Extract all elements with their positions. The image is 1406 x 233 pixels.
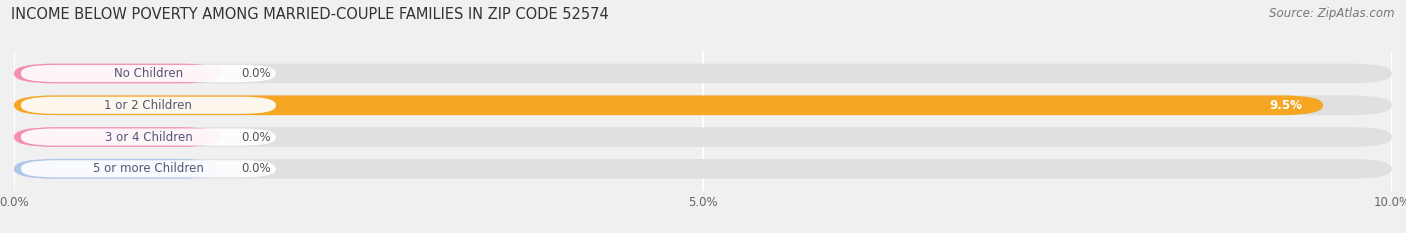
Text: Source: ZipAtlas.com: Source: ZipAtlas.com bbox=[1270, 7, 1395, 20]
FancyBboxPatch shape bbox=[14, 96, 1323, 115]
FancyBboxPatch shape bbox=[21, 65, 276, 82]
Text: 9.5%: 9.5% bbox=[1270, 99, 1302, 112]
FancyBboxPatch shape bbox=[21, 160, 276, 177]
FancyBboxPatch shape bbox=[14, 64, 1392, 83]
Text: 0.0%: 0.0% bbox=[242, 130, 271, 144]
Text: 5 or more Children: 5 or more Children bbox=[93, 162, 204, 175]
FancyBboxPatch shape bbox=[14, 127, 1392, 147]
FancyBboxPatch shape bbox=[14, 64, 221, 83]
FancyBboxPatch shape bbox=[14, 96, 1392, 115]
Text: No Children: No Children bbox=[114, 67, 183, 80]
FancyBboxPatch shape bbox=[21, 97, 276, 114]
FancyBboxPatch shape bbox=[14, 159, 1392, 179]
FancyBboxPatch shape bbox=[21, 128, 276, 146]
FancyBboxPatch shape bbox=[14, 159, 221, 179]
Text: 0.0%: 0.0% bbox=[242, 67, 271, 80]
Text: 3 or 4 Children: 3 or 4 Children bbox=[104, 130, 193, 144]
FancyBboxPatch shape bbox=[14, 127, 221, 147]
Text: 1 or 2 Children: 1 or 2 Children bbox=[104, 99, 193, 112]
Text: INCOME BELOW POVERTY AMONG MARRIED-COUPLE FAMILIES IN ZIP CODE 52574: INCOME BELOW POVERTY AMONG MARRIED-COUPL… bbox=[11, 7, 609, 22]
Text: 0.0%: 0.0% bbox=[242, 162, 271, 175]
